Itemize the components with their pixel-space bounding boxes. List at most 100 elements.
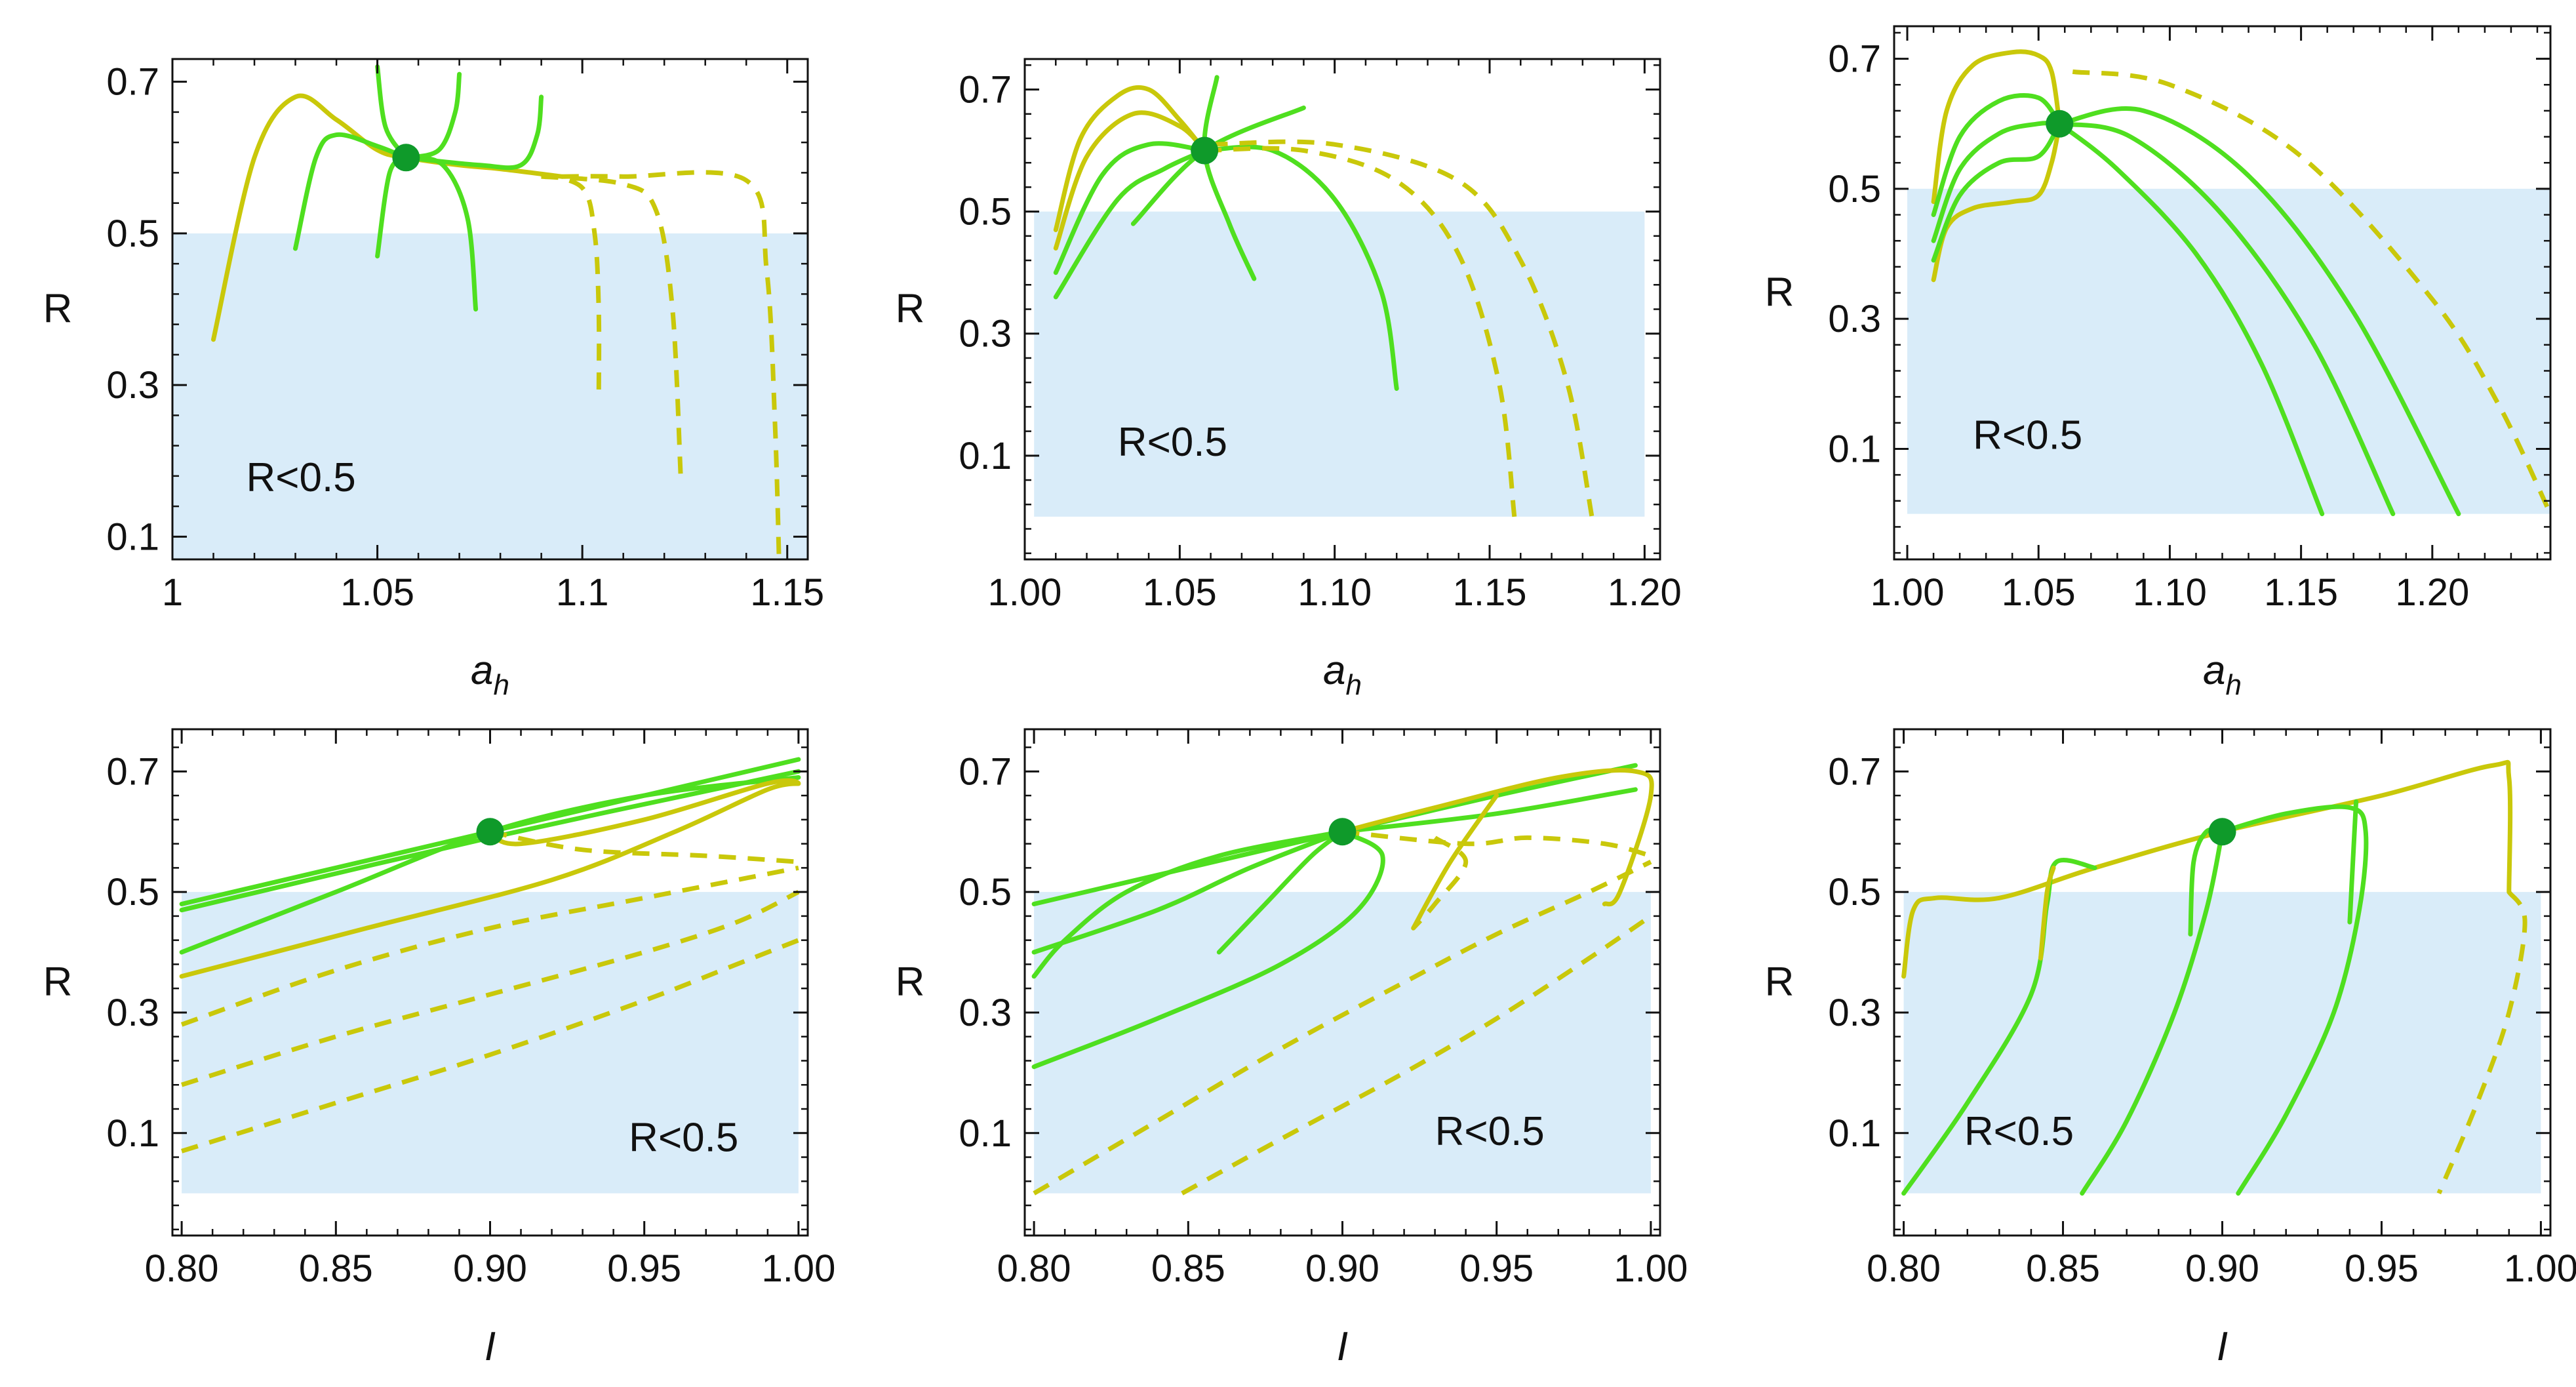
y-tick-label: 0.3 <box>1828 298 1881 340</box>
y-axis-title: R <box>896 287 925 332</box>
trajectory-unstable-dashed-7 <box>1204 146 1517 517</box>
x-tick-label: 0.95 <box>1459 1247 1534 1290</box>
trajectory-stable-6 <box>403 94 544 171</box>
region-r-below-half <box>1034 892 1651 1194</box>
x-axis-title-main: a <box>2203 648 2225 693</box>
y-axis-title: R <box>1765 270 1794 315</box>
x-axis-title-main: I <box>485 1324 496 1369</box>
x-tick-label: 1.05 <box>340 571 414 614</box>
region-r-below-half <box>182 892 799 1194</box>
region-r-below-half <box>1903 892 2541 1194</box>
region-r-below-half <box>1907 188 2550 514</box>
trajectory-stable-5 <box>2057 121 2325 517</box>
trajectory-stable-6 <box>2347 799 2359 925</box>
x-tick-label: 1 <box>162 571 183 614</box>
trajectory-unstable-solid-1 <box>1053 110 1207 251</box>
region-label: R<0.5 <box>1973 412 2082 458</box>
panel-top-left: R<0.5 1 1.05 1.1 1.15 0.1 0.3 0.5 0.7 Rah <box>43 58 824 701</box>
x-tick-label: 0.80 <box>1867 1247 1941 1290</box>
y-tick-label: 0.5 <box>1828 168 1881 211</box>
trajectory-stable-4 <box>1130 105 1306 226</box>
trajectory-unstable-dashed-7 <box>561 170 782 559</box>
curves <box>1931 49 2550 517</box>
x-tick-label: 1.00 <box>761 1247 835 1290</box>
trajectory-unstable-solid-7 <box>1340 767 1654 907</box>
region-r-below-half <box>172 233 808 559</box>
x-axis-title: I <box>1337 1324 1348 1369</box>
x-tick-label: 1.1 <box>556 571 609 614</box>
x-axis-title-main: I <box>2217 1324 2228 1369</box>
trajectory-stable-7 <box>2057 106 2461 517</box>
region-label: R<0.5 <box>1435 1109 1545 1154</box>
y-tick-label: 0.1 <box>106 1112 159 1155</box>
x-tick-label: 1.05 <box>1143 571 1217 614</box>
y-tick-label: 0.1 <box>959 435 1012 477</box>
y-tick-label: 0.7 <box>959 750 1012 793</box>
y-tick-label: 0.1 <box>959 1112 1012 1155</box>
trajectory-stable-5 <box>403 71 462 160</box>
trajectory-unstable-dashed-10 <box>1412 835 1469 930</box>
x-tick-label: 0.80 <box>145 1247 219 1290</box>
trajectory-unstable-solid-3 <box>179 778 801 979</box>
fixed-point-marker <box>2208 818 2236 846</box>
y-tick-label: 0.1 <box>1828 1112 1881 1155</box>
x-tick-label: 1.10 <box>1298 571 1372 614</box>
trajectory-unstable-dashed-9 <box>540 172 602 401</box>
panel-top-right: R<0.5 1.00 1.05 1.10 1.15 1.20 0.1 0.3 0.5 0.7 Rah <box>1765 25 2552 701</box>
y-tick-label: 0.7 <box>1828 38 1881 81</box>
trajectory-unstable-solid-0 <box>1931 49 2062 205</box>
trajectory-stable-2 <box>1031 829 1345 979</box>
trajectory-stable-3 <box>1931 121 2062 243</box>
trajectory-unstable-dashed-8 <box>2072 69 2550 515</box>
y-axis-title: R <box>43 287 73 332</box>
x-tick-label: 1.15 <box>750 571 824 614</box>
x-tick-label: 0.90 <box>453 1247 527 1290</box>
x-tick-label: 0.80 <box>997 1247 1071 1290</box>
trajectory-stable-1 <box>1031 829 1345 955</box>
trajectory-unstable-solid-2 <box>2038 865 2056 961</box>
x-tick-label: 1.00 <box>1614 1247 1688 1290</box>
y-tick-label: 0.7 <box>106 61 159 104</box>
curves <box>1031 763 1654 1196</box>
x-tick-label: 1.10 <box>2133 571 2207 614</box>
x-tick-label: 0.85 <box>2026 1247 2100 1290</box>
x-tick-label: 0.85 <box>1151 1247 1225 1290</box>
trajectory-stable-6 <box>1340 787 1638 834</box>
x-axis-title-main: a <box>1323 648 1345 693</box>
x-tick-label: 1.15 <box>2264 571 2338 614</box>
trajectory-stable-4 <box>1931 121 2062 263</box>
x-axis-title-subscript: h <box>494 669 509 701</box>
panel-bottom-left: R<0.5 0.80 0.85 0.90 0.95 1.00 0.1 0.3 0.5 0.7 R I <box>43 728 835 1369</box>
trajectory-stable-1 <box>293 132 408 251</box>
trajectory-unstable-dashed-8 <box>541 174 683 476</box>
y-tick-label: 0.1 <box>1828 428 1881 470</box>
panel-bottom-middle: R<0.5 0.80 0.85 0.90 0.95 1.00 0.1 0.3 0.5 0.7 R I <box>896 728 1688 1369</box>
trajectory-stable-4 <box>1216 829 1345 955</box>
x-tick-label: 1.20 <box>1608 571 1682 614</box>
x-axis-title: I <box>485 1324 496 1369</box>
trajectory-stable-5 <box>1202 75 1257 281</box>
trajectory-unstable-dashed-9 <box>1342 829 1652 858</box>
y-tick-label: 0.5 <box>1828 871 1881 914</box>
trajectory-unstable-solid-8 <box>1411 793 1499 931</box>
curves <box>1053 75 1595 517</box>
curves <box>211 64 782 559</box>
trajectory-unstable-dashed-6 <box>181 889 800 1087</box>
trajectory-unstable-dashed-11 <box>1033 860 1652 1196</box>
trajectory-stable-3 <box>2080 829 2225 1196</box>
y-tick-label: 0.5 <box>959 191 1012 233</box>
plot-frame <box>171 58 809 561</box>
region-label: R<0.5 <box>1118 420 1227 465</box>
y-axis-title: R <box>1765 959 1794 1005</box>
y-axis-title: R <box>896 959 925 1005</box>
x-tick-label: 1.15 <box>1453 571 1527 614</box>
fixed-point-marker <box>476 818 504 846</box>
trajectory-stable-2 <box>1931 92 2062 217</box>
trajectory-unstable-dashed-7 <box>2436 891 2527 1195</box>
y-axis-title: R <box>43 959 73 1005</box>
y-tick-label: 0.3 <box>106 364 159 407</box>
y-tick-label: 0.7 <box>1828 750 1881 793</box>
x-axis-title: ah <box>1323 648 1362 701</box>
y-tick-label: 0.7 <box>959 69 1012 111</box>
